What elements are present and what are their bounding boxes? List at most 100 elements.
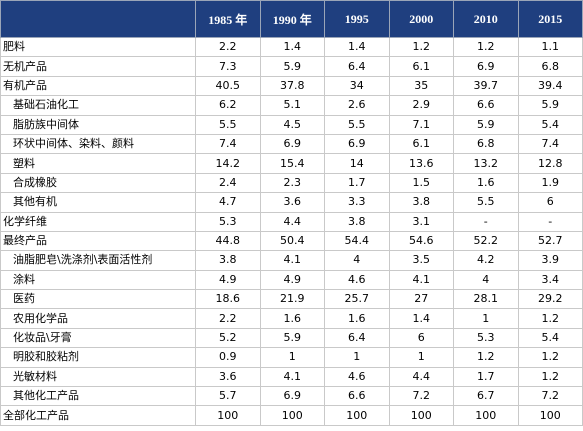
cell-value: 2.2 [195,308,261,329]
cell-value: 4.1 [259,366,325,388]
cell-value: 6 [517,192,583,213]
table-row: 其他化工产品 5.7 6.9 6.6 7.2 6.7 7.2 [0,386,583,407]
cell-value: 6.9 [324,133,390,155]
cell-value: 2.2 [195,36,261,58]
cell-value: 3.8 [388,192,454,213]
cell-value: 6.7 [453,386,519,407]
cell-value: 1.2 [517,366,583,388]
cell-value: 25.7 [324,289,390,310]
table-row: 光敏材料 3.6 4.1 4.6 4.4 1.7 1.2 [0,366,583,388]
cell-value: 7.2 [388,386,454,407]
cell-value: 29.2 [517,289,583,310]
cell-value: 4.7 [195,192,261,213]
cell-value: 4.5 [259,114,325,135]
cell-value: 1.6 [324,308,390,329]
table-row: 基础石油化工 6.2 5.1 2.6 2.9 6.6 5.9 [0,95,583,116]
row-label: 无机产品 [0,56,196,77]
cell-value: 6.8 [517,56,583,77]
cell-value: 4.9 [259,269,325,291]
cell-value: 3.6 [259,192,325,213]
cell-value: 1.4 [259,36,325,58]
cell-value: 1.2 [517,347,583,368]
table-row: 医药 18.6 21.9 25.7 27 28.1 29.2 [0,289,583,310]
cell-value: 28.1 [453,289,519,310]
cell-value: 1 [388,347,454,368]
cell-value: 1.2 [453,347,519,368]
row-label: 涂料 [0,269,196,291]
cell-value: 6 [388,327,454,349]
cell-value: 40.5 [195,75,261,97]
table-row: 最终产品 44.8 50.4 54.4 54.6 52.2 52.7 [0,230,583,252]
cell-value: 100 [259,405,325,426]
cell-value: 15.4 [259,153,325,174]
cell-value: 6.9 [259,386,325,407]
row-label: 合成橡胶 [0,172,196,194]
row-label: 油脂肥皂\洗涤剂\表面活性剂 [0,250,196,271]
header-row: 1985 年 1990 年 1995 2000 2010 2015 [0,0,583,38]
table-row: 其他有机 4.7 3.6 3.3 3.8 5.5 6 [0,192,583,213]
cell-value: 18.6 [195,289,261,310]
cell-value: 0.9 [195,347,261,368]
row-label: 化学纤维 [0,211,196,232]
column-header: 1990 年 [259,0,325,38]
cell-value: 7.4 [517,133,583,155]
row-label: 基础石油化工 [0,95,196,116]
cell-value: 1.5 [388,172,454,194]
cell-value: - [517,211,583,232]
table-body: 肥料 2.2 1.4 1.4 1.2 1.2 1.1 无机产品 7.3 5.9 6.4 6.1 6.9 6… [0,36,583,426]
cell-value: 1.2 [453,36,519,58]
cell-value: 5.9 [259,56,325,77]
cell-value: 6.9 [259,133,325,155]
cell-value: 4 [324,250,390,271]
cell-value: 1 [453,308,519,329]
table-row: 合成橡胶 2.4 2.3 1.7 1.5 1.6 1.9 [0,172,583,194]
cell-value: 4.1 [259,250,325,271]
cell-value: 1.7 [453,366,519,388]
cell-value: 12.8 [517,153,583,174]
cell-value: 4 [453,269,519,291]
cell-value: 6.1 [388,56,454,77]
cell-value: 4.4 [259,211,325,232]
cell-value: 34 [324,75,390,97]
cell-value: 37.8 [259,75,325,97]
cell-value: 100 [324,405,390,426]
cell-value: 39.4 [517,75,583,97]
table-row: 农用化学品 2.2 1.6 1.6 1.4 1 1.2 [0,308,583,329]
row-label: 脂肪族中间体 [0,114,196,135]
table-row: 明胶和胶粘剂 0.9 1 1 1 1.2 1.2 [0,347,583,368]
cell-value: 5.9 [453,114,519,135]
cell-value: 27 [388,289,454,310]
row-label: 其他有机 [0,192,196,213]
cell-value: 5.5 [453,192,519,213]
row-label: 农用化学品 [0,308,196,329]
cell-value: 1.4 [324,36,390,58]
row-label: 有机产品 [0,75,196,97]
cell-value: 3.6 [195,366,261,388]
corner-cell [0,0,196,38]
cell-value: 7.3 [195,56,261,77]
row-label: 其他化工产品 [0,386,196,407]
row-label: 塑料 [0,153,196,174]
table-row: 油脂肥皂\洗涤剂\表面活性剂 3.8 4.1 4 3.5 4.2 3.9 [0,250,583,271]
cell-value: 1.2 [517,308,583,329]
cell-value: 7.1 [388,114,454,135]
cell-value: 1.6 [259,308,325,329]
cell-value: 5.9 [517,95,583,116]
cell-value: 1.2 [388,36,454,58]
cell-value: 5.3 [453,327,519,349]
cell-value: 5.9 [259,327,325,349]
cell-value: 5.1 [259,95,325,116]
cell-value: 5.5 [324,114,390,135]
table-row: 化学纤维 5.3 4.4 3.8 3.1- - [0,211,583,232]
column-header: 2000 [388,0,454,38]
cell-value: 6.2 [195,95,261,116]
cell-value: 54.4 [324,230,390,252]
cell-value: 52.2 [453,230,519,252]
cell-value: 4.6 [324,269,390,291]
row-label: 医药 [0,289,196,310]
table-row: 环状中间体、染料、颜料 7.4 6.9 6.9 6.1 6.8 7.4 [0,133,583,155]
cell-value: 100 [453,405,519,426]
cell-value: 1.9 [517,172,583,194]
table-row: 化妆品\牙膏 5.2 5.9 6.4 6 5.3 5.4 [0,327,583,349]
cell-value: 6.9 [453,56,519,77]
